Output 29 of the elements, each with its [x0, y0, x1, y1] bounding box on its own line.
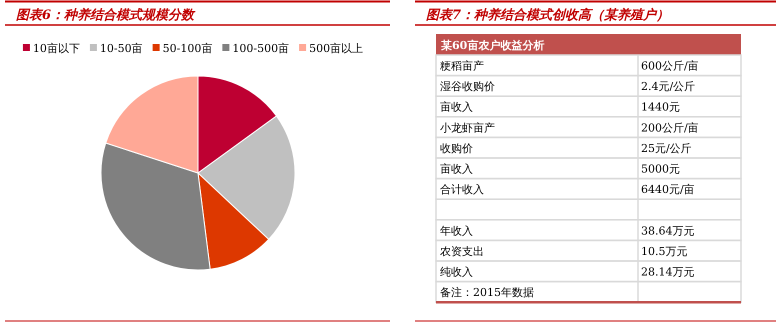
- text: 6440元/亩: [641, 183, 695, 196]
- text: 备注：2015年数据: [440, 286, 534, 300]
- legend-label: 500亩以上: [309, 42, 364, 55]
- text: 10.5万元: [641, 244, 688, 258]
- text: 28.14万元: [641, 266, 694, 278]
- text: 粳稻亩产: [440, 60, 484, 72]
- legend-label: 10亩以下: [32, 42, 80, 55]
- legend-label: 10-50亩: [100, 42, 143, 55]
- text: 某60亩农户收益分析: [440, 39, 544, 52]
- text: 合计收入: [440, 183, 484, 196]
- text: 200公斤/亩: [641, 121, 699, 134]
- text: 600公斤/亩: [641, 60, 699, 72]
- text: 收购价: [440, 142, 473, 155]
- text: 25元/公斤: [641, 142, 692, 155]
- legend-label: 50-100亩: [162, 42, 212, 55]
- text: 年收入: [440, 224, 473, 238]
- text: 5000元: [641, 162, 680, 176]
- text: 亩收入: [440, 162, 473, 176]
- legend-label: 100-500亩: [232, 42, 290, 55]
- text: 38.64万元: [641, 224, 694, 238]
- text: 纯收入: [440, 266, 473, 278]
- text: 小龙虾亩产: [440, 121, 495, 134]
- text: 农资支出: [440, 244, 484, 258]
- text: 亩收入: [440, 100, 473, 114]
- text: 湿谷收购价: [440, 80, 495, 94]
- chart-title: 图表6：种养结合模式规模分数: [16, 7, 196, 23]
- text: 图表7：种养结合模式创收高（某养殖户）: [426, 7, 670, 23]
- text: 1440元: [641, 100, 680, 114]
- text: 2.4元/公斤: [641, 80, 696, 94]
